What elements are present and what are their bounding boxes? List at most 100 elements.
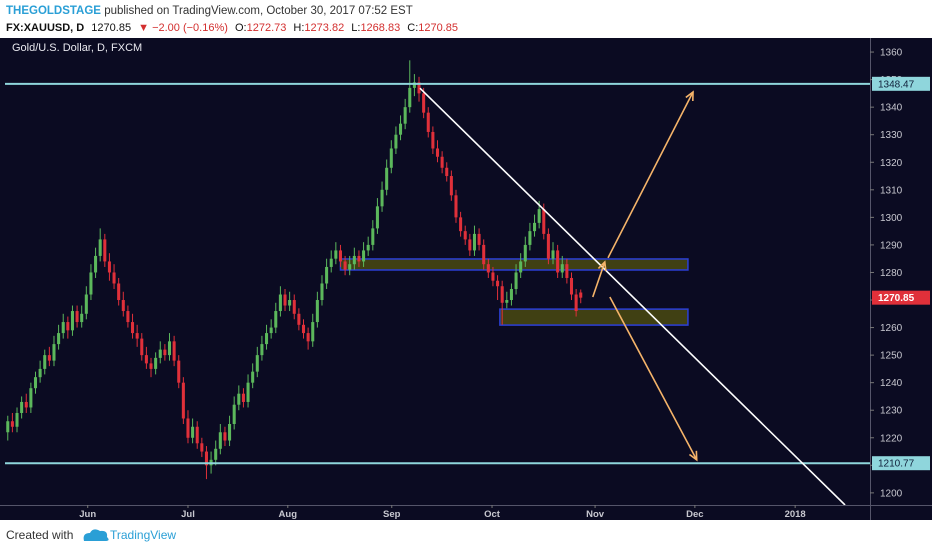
ohlc-label: H: <box>293 22 304 34</box>
candle-body <box>200 443 204 452</box>
level-label: 1348.47 <box>878 79 915 90</box>
x-tick-label: Jun <box>79 509 96 520</box>
candle-body <box>6 421 10 433</box>
arrow-shaft <box>609 296 698 461</box>
candle-body <box>66 322 70 331</box>
candle-body <box>579 292 583 298</box>
candle-body <box>528 231 532 245</box>
candle-body <box>223 432 227 441</box>
author[interactable]: THEGOLDSTAGE <box>6 5 101 17</box>
candle-body <box>89 272 93 295</box>
candle-body <box>163 349 167 356</box>
candle-body <box>542 209 546 234</box>
arrow-head <box>688 450 698 462</box>
y-tick-label: 1220 <box>880 433 903 444</box>
footer-created: Created with <box>6 528 73 542</box>
candle-body <box>537 209 541 223</box>
candle-body <box>167 341 172 356</box>
last-price-box <box>872 290 930 305</box>
candle-body <box>47 355 51 361</box>
y-tick-label: 1310 <box>880 185 903 196</box>
candle-body <box>61 322 65 334</box>
candle-body <box>338 250 342 262</box>
candle-body <box>311 322 315 342</box>
candle-body <box>403 107 407 124</box>
candle-body <box>445 167 449 177</box>
candle-body <box>43 355 47 369</box>
candle-body <box>408 87 412 108</box>
candle-body <box>496 280 500 287</box>
candle-body <box>463 231 467 240</box>
candle-body <box>195 426 199 444</box>
candle-body <box>15 412 19 427</box>
zone <box>499 308 689 326</box>
x-tick-label: Oct <box>484 509 501 520</box>
footer-brand[interactable]: TradingView <box>110 528 176 542</box>
candle-body <box>121 300 125 312</box>
candle-body <box>380 189 384 207</box>
chart-background <box>0 38 932 520</box>
candle-body <box>297 313 301 325</box>
y-tick-label: 1330 <box>880 130 903 141</box>
candle-body <box>560 264 564 273</box>
candle-body <box>454 195 458 218</box>
candle-body <box>569 277 574 295</box>
x-tick-label: 2018 <box>785 509 806 520</box>
candle-body <box>117 283 121 301</box>
candle-body <box>94 255 98 273</box>
candle-body <box>204 451 208 466</box>
brand-logo[interactable] <box>83 529 109 541</box>
candle-body <box>556 250 560 273</box>
arrow-head <box>597 260 607 272</box>
candle-body <box>505 300 509 303</box>
candle-body <box>306 333 310 342</box>
candle-body <box>70 311 74 331</box>
candle-body <box>486 264 490 273</box>
y-tick-label: 1290 <box>880 240 903 251</box>
candle-body <box>468 239 472 251</box>
candle-body <box>29 388 33 408</box>
candle-body <box>394 134 398 149</box>
candle-body <box>371 228 375 245</box>
x-tick-label: Dec <box>686 509 703 520</box>
level-label: 1210.77 <box>878 459 915 470</box>
candle-body <box>177 360 181 383</box>
arrow-head <box>685 90 694 102</box>
level-label-box <box>872 76 930 91</box>
chart-title: Gold/U.S. Dollar, D, FXCM <box>12 42 142 54</box>
candle-body <box>440 156 444 168</box>
candle-body <box>301 324 306 334</box>
plot-area <box>5 60 870 505</box>
candle-body <box>449 176 453 196</box>
candle-body <box>52 344 56 361</box>
y-tick-label: 1240 <box>880 378 903 389</box>
zone <box>339 258 689 271</box>
ohlc-value: 1273.82 <box>304 22 344 34</box>
candle-body <box>426 112 430 132</box>
x-tick-label: Nov <box>586 509 605 520</box>
candle-body <box>523 244 527 262</box>
arrow-shaft <box>607 91 694 259</box>
y-tick-label: 1360 <box>880 48 903 59</box>
candle-body <box>57 333 61 345</box>
y-tick-label: 1280 <box>880 268 903 279</box>
candle-body <box>352 255 356 265</box>
candle-body <box>459 217 463 232</box>
candle-body <box>131 322 135 334</box>
candle-body <box>343 261 347 270</box>
candle-body <box>565 264 569 278</box>
candle-body <box>357 255 361 262</box>
candle-body <box>38 368 42 378</box>
candle-body <box>218 432 222 449</box>
candle-body <box>246 382 250 402</box>
candle-body <box>112 272 116 284</box>
trendline <box>419 87 846 505</box>
candle-body <box>283 294 287 306</box>
candle-body <box>417 82 421 94</box>
candle-body <box>278 294 282 312</box>
candle-body <box>509 288 513 301</box>
change: ▼ −2.00 (−0.16%) <box>138 22 228 34</box>
candle-body <box>251 371 255 383</box>
candle-body <box>260 344 264 356</box>
